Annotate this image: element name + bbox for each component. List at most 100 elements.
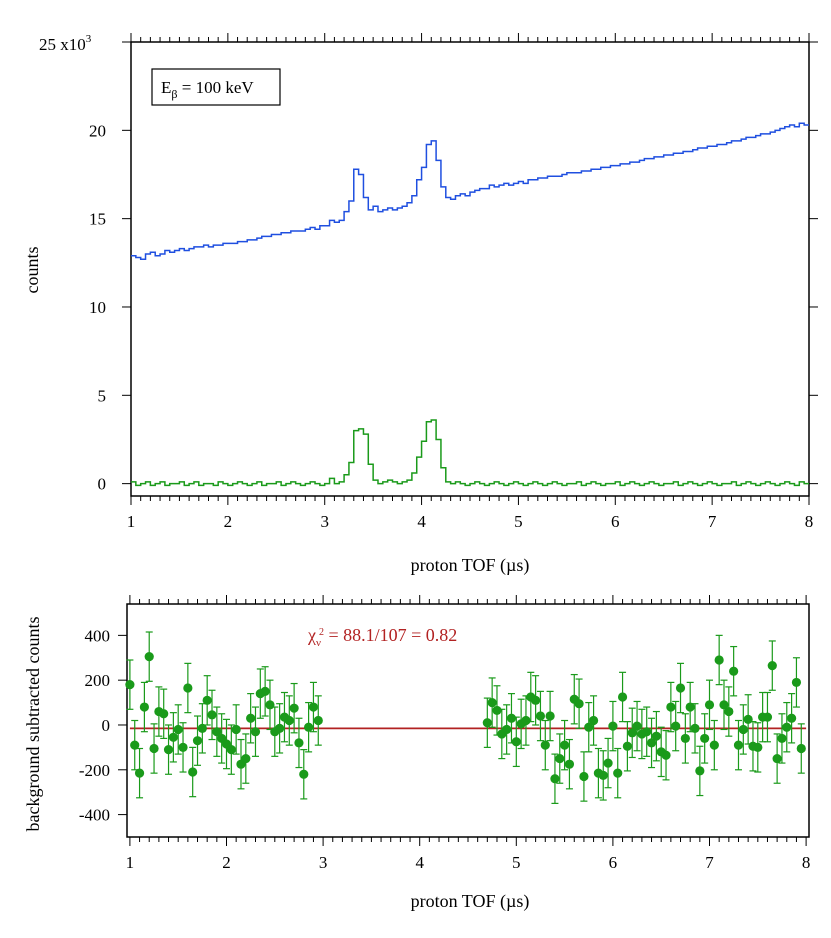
top-x-tick-label: 2 bbox=[224, 512, 233, 531]
bottom-x-axis: 1 2 3 4 5 6 7 8 bbox=[126, 595, 810, 872]
bottom-y-axis-label: background subtracted counts bbox=[23, 617, 43, 832]
bottom-x-tick-label: 6 bbox=[609, 853, 618, 872]
data-point bbox=[545, 711, 555, 721]
chi-value: = 88.1/107 = 0.82 bbox=[324, 625, 457, 645]
top-y-axis-label: counts bbox=[22, 247, 42, 294]
data-point bbox=[260, 686, 270, 696]
data-point bbox=[173, 724, 183, 735]
chi-square-annotation: χν2 = 88.1/107 = 0.82 bbox=[307, 625, 457, 649]
data-point bbox=[787, 713, 797, 723]
data-point bbox=[226, 745, 236, 755]
data-point bbox=[163, 745, 174, 755]
data-point bbox=[246, 713, 256, 723]
top-x-tick-label: 8 bbox=[805, 512, 814, 531]
data-point bbox=[767, 661, 777, 671]
data-point bbox=[289, 703, 299, 713]
bottom-x-tick-label: 5 bbox=[512, 853, 521, 872]
data-point bbox=[125, 680, 135, 690]
top-x-tick-label: 7 bbox=[708, 512, 717, 531]
data-point bbox=[197, 723, 207, 733]
top-plot-frame bbox=[130, 41, 810, 497]
bottom-x-tick-label: 1 bbox=[126, 853, 135, 872]
data-point bbox=[617, 692, 628, 702]
data-point bbox=[192, 736, 203, 746]
data-point bbox=[241, 753, 251, 764]
top-y-tick-label: 0 bbox=[98, 475, 107, 494]
energy-annotation-main: E bbox=[161, 78, 171, 97]
top-y-multiplier: 25 x103 bbox=[39, 33, 92, 54]
data-point bbox=[284, 715, 294, 726]
energy-annotation: Eβ = 100 keV bbox=[151, 68, 281, 106]
top-x-tick-label: 5 bbox=[514, 512, 523, 531]
top-y-axis: 0 5 10 15 20 bbox=[89, 41, 818, 494]
data-point bbox=[144, 652, 154, 662]
data-point bbox=[661, 750, 671, 760]
data-point bbox=[724, 706, 734, 717]
data-point bbox=[782, 722, 792, 732]
data-point bbox=[502, 724, 512, 735]
data-point bbox=[183, 683, 193, 693]
energy-annotation-box bbox=[151, 68, 281, 106]
data-point bbox=[680, 733, 690, 744]
top-x-axis: 1 2 3 4 5 6 7 8 bbox=[127, 33, 814, 531]
bottom-x-tick-label: 4 bbox=[415, 853, 424, 872]
data-point bbox=[608, 721, 618, 731]
data-point bbox=[482, 718, 492, 728]
data-point bbox=[207, 710, 217, 720]
data-point bbox=[299, 769, 309, 779]
data-point bbox=[704, 700, 715, 710]
top-y-tick-label: 15 bbox=[89, 210, 106, 229]
data-point bbox=[535, 711, 546, 721]
data-point bbox=[511, 737, 521, 747]
data-point bbox=[695, 766, 705, 776]
data-point bbox=[598, 770, 608, 780]
residual-points-group bbox=[125, 631, 806, 804]
bottom-plot-frame bbox=[126, 603, 810, 838]
data-point bbox=[202, 695, 212, 705]
top-y-multiplier-text: x10 bbox=[60, 35, 86, 54]
data-point bbox=[666, 702, 676, 712]
energy-annotation-rest: = 100 keV bbox=[178, 78, 255, 97]
data-point bbox=[690, 723, 700, 733]
chi-subscript: ν bbox=[316, 637, 321, 649]
top-y-multiplier-base: 25 bbox=[39, 35, 60, 54]
bottom-y-axis: -400 -200 0 200 400 bbox=[79, 626, 127, 825]
data-point bbox=[149, 743, 159, 754]
data-point bbox=[675, 683, 686, 693]
data-point bbox=[506, 713, 517, 723]
top-y-tick-label: 5 bbox=[98, 386, 107, 405]
data-point bbox=[574, 699, 584, 709]
data-point bbox=[560, 740, 570, 750]
data-point bbox=[168, 732, 178, 742]
top-y-tick-label: 20 bbox=[89, 121, 106, 140]
data-point bbox=[212, 727, 222, 737]
top-x-tick-label: 4 bbox=[417, 512, 426, 531]
data-point bbox=[531, 695, 541, 705]
data-point bbox=[579, 771, 589, 782]
raw-counts-series bbox=[131, 122, 809, 261]
data-point bbox=[651, 731, 661, 741]
chi-symbol: χ bbox=[307, 625, 316, 645]
data-point bbox=[294, 738, 304, 748]
data-point bbox=[555, 753, 565, 764]
data-point bbox=[796, 743, 806, 754]
data-point bbox=[646, 738, 657, 748]
data-point bbox=[540, 740, 550, 750]
bottom-x-tick-label: 2 bbox=[222, 853, 231, 872]
data-point bbox=[762, 712, 773, 722]
data-point bbox=[487, 697, 497, 708]
background-subtracted-series bbox=[131, 419, 809, 487]
data-point bbox=[714, 655, 724, 665]
top-x-tick-label: 3 bbox=[320, 512, 329, 531]
data-point bbox=[308, 702, 319, 712]
data-point bbox=[709, 740, 719, 750]
data-point bbox=[743, 714, 753, 724]
data-point bbox=[188, 767, 198, 777]
top-x-tick-label: 6 bbox=[611, 512, 620, 531]
data-point bbox=[250, 727, 261, 737]
data-point bbox=[313, 715, 323, 726]
data-point bbox=[791, 677, 802, 688]
data-point bbox=[733, 740, 744, 750]
